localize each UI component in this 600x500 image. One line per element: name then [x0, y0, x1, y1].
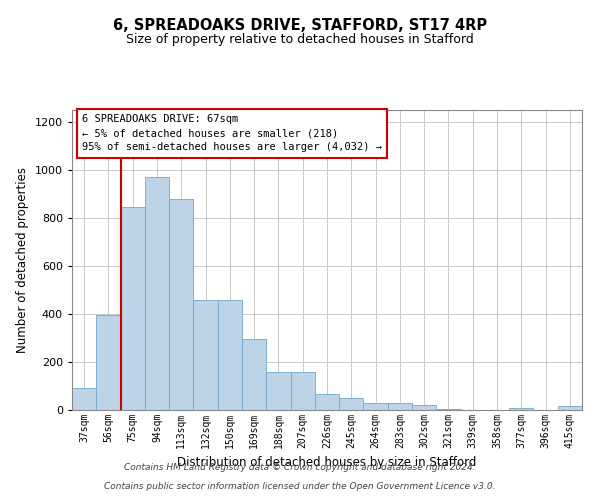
Bar: [509, 408, 533, 410]
Bar: [169, 199, 193, 410]
Bar: [364, 403, 388, 410]
Text: Contains public sector information licensed under the Open Government Licence v3: Contains public sector information licen…: [104, 482, 496, 491]
Bar: [121, 207, 145, 410]
Text: 6 SPREADOAKS DRIVE: 67sqm
← 5% of detached houses are smaller (218)
95% of semi-: 6 SPREADOAKS DRIVE: 67sqm ← 5% of detach…: [82, 114, 382, 152]
Bar: [412, 405, 436, 410]
Text: 6, SPREADOAKS DRIVE, STAFFORD, ST17 4RP: 6, SPREADOAKS DRIVE, STAFFORD, ST17 4RP: [113, 18, 487, 32]
Text: Contains HM Land Registry data © Crown copyright and database right 2024.: Contains HM Land Registry data © Crown c…: [124, 464, 476, 472]
Bar: [290, 372, 315, 410]
Bar: [339, 398, 364, 410]
Bar: [242, 339, 266, 410]
Bar: [218, 300, 242, 410]
Text: Size of property relative to detached houses in Stafford: Size of property relative to detached ho…: [126, 32, 474, 46]
Bar: [315, 394, 339, 410]
Bar: [436, 409, 461, 410]
Bar: [266, 372, 290, 410]
Bar: [96, 315, 121, 410]
Bar: [558, 406, 582, 410]
Bar: [193, 300, 218, 410]
X-axis label: Distribution of detached houses by size in Stafford: Distribution of detached houses by size …: [178, 456, 476, 469]
Bar: [388, 403, 412, 410]
Bar: [145, 177, 169, 410]
Bar: [72, 388, 96, 410]
Y-axis label: Number of detached properties: Number of detached properties: [16, 167, 29, 353]
